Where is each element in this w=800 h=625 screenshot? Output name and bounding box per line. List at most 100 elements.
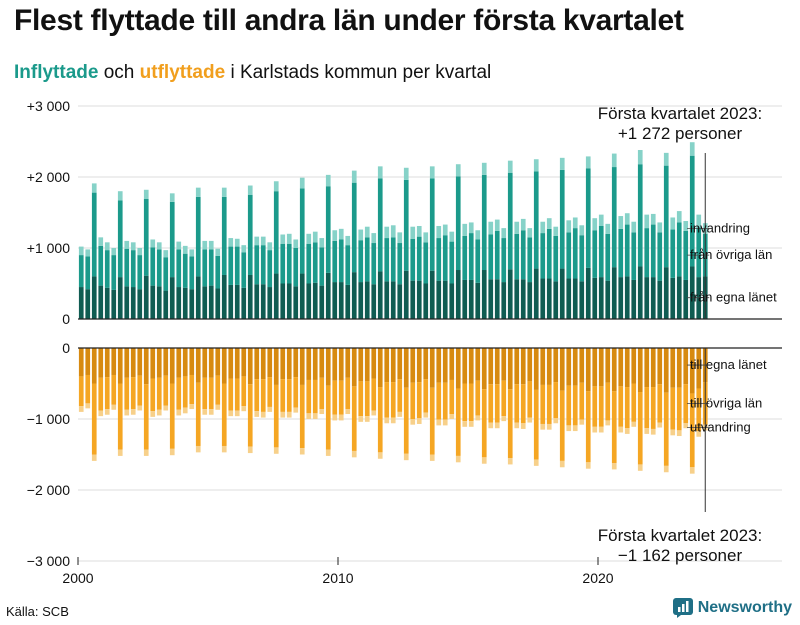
bar-in-0 bbox=[624, 276, 630, 319]
bar-in-0 bbox=[358, 282, 364, 319]
bar-in-1 bbox=[143, 199, 149, 276]
newsworthy-logo: Newsworthy bbox=[672, 598, 792, 618]
bar-in-0 bbox=[683, 279, 689, 319]
bar-in-2 bbox=[566, 220, 572, 233]
bar-out-0 bbox=[345, 348, 351, 378]
bar-in-2 bbox=[436, 225, 442, 239]
bar-out-2 bbox=[520, 423, 526, 429]
bar-out-1 bbox=[527, 381, 533, 418]
bar-out-0 bbox=[111, 348, 117, 375]
bar-in-1 bbox=[501, 238, 507, 283]
bar-out-0 bbox=[208, 348, 214, 378]
bar-out-1 bbox=[514, 384, 520, 423]
bar-in-2 bbox=[670, 217, 676, 230]
bar-in-0 bbox=[384, 281, 390, 319]
newsworthy-text: Newsworthy bbox=[697, 599, 792, 616]
bar-in-1 bbox=[520, 230, 526, 280]
bar-out-0 bbox=[293, 348, 299, 378]
bar-out-2 bbox=[234, 410, 240, 417]
bar-in-2 bbox=[163, 250, 169, 258]
bar-in-0 bbox=[137, 289, 143, 319]
bar-out-2 bbox=[241, 406, 247, 412]
bar-out-2 bbox=[358, 416, 364, 422]
bar-in-2 bbox=[176, 241, 182, 250]
bar-out-0 bbox=[631, 348, 637, 384]
bar-out-1 bbox=[494, 384, 500, 423]
subtitle-och: och bbox=[103, 62, 135, 83]
bar-in-0 bbox=[221, 274, 227, 319]
bar-out-2 bbox=[273, 447, 279, 454]
bar-out-2 bbox=[202, 409, 208, 415]
bar-out-2 bbox=[644, 428, 650, 434]
bar-out-2 bbox=[403, 453, 409, 461]
bar-in-1 bbox=[351, 182, 357, 273]
bar-out-2 bbox=[332, 414, 338, 421]
bar-out-0 bbox=[624, 348, 630, 388]
bar-in-0 bbox=[208, 285, 214, 319]
bar-in-0 bbox=[676, 276, 682, 319]
bar-in-0 bbox=[397, 284, 403, 319]
bar-out-0 bbox=[397, 348, 403, 380]
bar-in-0 bbox=[475, 282, 481, 319]
bar-in-0 bbox=[468, 279, 474, 319]
bar-in-0 bbox=[325, 272, 331, 319]
bar-out-0 bbox=[572, 348, 578, 386]
bar-in-2 bbox=[462, 223, 468, 236]
bar-in-0 bbox=[176, 287, 182, 319]
bar-out-0 bbox=[338, 348, 344, 381]
chart-subtitle: Inflyttade och utflyttade i Karlstads ko… bbox=[14, 62, 491, 84]
bar-in-1 bbox=[254, 245, 260, 285]
bar-out-2 bbox=[462, 421, 468, 427]
bar-out-0 bbox=[637, 348, 643, 393]
bar-out-0 bbox=[559, 348, 565, 391]
bar-in-0 bbox=[332, 282, 338, 319]
bar-out-1 bbox=[520, 384, 526, 424]
bar-in-0 bbox=[273, 273, 279, 319]
bar-in-0 bbox=[202, 286, 208, 319]
bar-in-0 bbox=[501, 282, 507, 319]
bar-out-1 bbox=[696, 388, 702, 432]
bar-in-1 bbox=[572, 228, 578, 279]
bar-out-1 bbox=[124, 377, 130, 410]
bar-in-1 bbox=[462, 235, 468, 280]
bar-out-0 bbox=[455, 348, 461, 389]
bar-in-1 bbox=[397, 243, 403, 285]
x-tick-label: 2010 bbox=[322, 570, 353, 586]
bar-out-2 bbox=[683, 423, 689, 429]
bar-out-1 bbox=[553, 382, 559, 419]
bar-out-1 bbox=[410, 382, 416, 419]
bar-out-0 bbox=[156, 348, 162, 378]
bar-out-2 bbox=[618, 426, 624, 433]
bar-in-1 bbox=[306, 243, 312, 284]
bar-in-1 bbox=[312, 242, 318, 283]
bar-in-2 bbox=[429, 166, 435, 179]
bar-out-1 bbox=[150, 378, 156, 412]
bar-in-2 bbox=[546, 218, 552, 229]
bar-out-1 bbox=[572, 385, 578, 426]
bar-out-1 bbox=[371, 378, 377, 411]
bar-out-2 bbox=[553, 418, 559, 424]
bar-out-1 bbox=[397, 379, 403, 412]
bar-out-1 bbox=[559, 390, 565, 461]
bar-out-2 bbox=[416, 418, 422, 424]
bar-in-1 bbox=[325, 186, 331, 273]
bar-in-1 bbox=[247, 194, 253, 275]
bar-in-0 bbox=[540, 278, 546, 319]
bar-out-1 bbox=[85, 374, 91, 404]
bar-in-2 bbox=[254, 236, 260, 246]
bar-out-0 bbox=[312, 348, 318, 380]
bar-in-1 bbox=[358, 240, 364, 283]
bar-out-0 bbox=[371, 348, 377, 379]
bar-out-0 bbox=[358, 348, 364, 382]
bar-in-2 bbox=[689, 142, 695, 156]
bar-in-0 bbox=[423, 283, 429, 319]
bar-in-1 bbox=[390, 237, 396, 282]
bar-out-2 bbox=[579, 419, 585, 425]
bar-in-1 bbox=[150, 247, 156, 286]
bar-out-1 bbox=[423, 379, 429, 413]
newsworthy-icon bbox=[672, 598, 693, 618]
bar-in-1 bbox=[416, 236, 422, 281]
bar-in-2 bbox=[501, 228, 507, 239]
bar-in-0 bbox=[670, 277, 676, 319]
